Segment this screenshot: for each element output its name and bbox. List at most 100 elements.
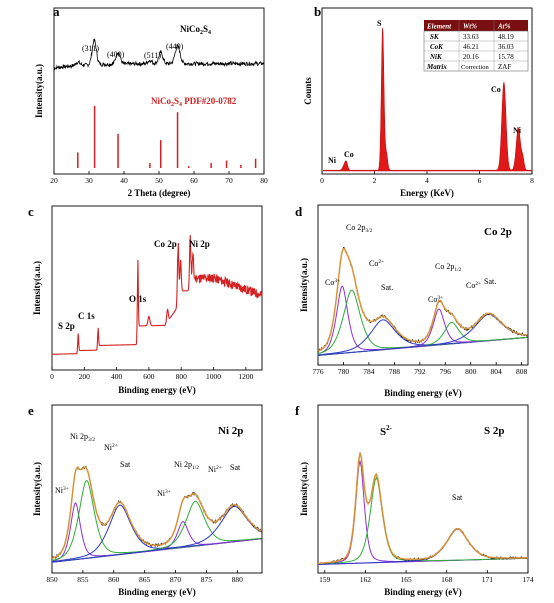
label-co2-b: Co2+ (466, 281, 481, 290)
survey-label-ni2p: Ni 2p (189, 239, 210, 249)
panel-f-xtick-label: 168 (441, 575, 453, 584)
eds-peak-label-co-l: Co (344, 150, 354, 159)
label-ni3-b: Ni3+ (157, 489, 171, 498)
eds-peak-label-ni-k: Ni (513, 126, 522, 135)
peak-label-511: (511) (144, 51, 161, 60)
panel-b-plot: 0 2 4 6 8 (320, 27, 534, 185)
panel-b-xtick-label: 0 (320, 176, 324, 185)
peak-label-440: (440) (166, 42, 184, 51)
eds-cell: 48.19 (498, 33, 514, 41)
panel-b-xlabel: Energy (KeV) (400, 188, 454, 198)
panel-e-xtick-label: 865 (139, 575, 151, 584)
eds-peak-label-co-k: Co (491, 85, 501, 94)
panel-a-frame (53, 7, 265, 175)
panel-letter-e: e (28, 403, 34, 418)
panel-a: a 20 30 40 50 60 70 80 NiCo2S4 NiCo2S4 PDF#20-… (34, 4, 268, 198)
panel-b-ylabel: Counts (303, 77, 313, 105)
panel-d-title: Co 2p (484, 226, 512, 238)
panel-a-xtick-label: 30 (85, 176, 93, 185)
panel-e-xlabel: Binding energy (eV) (118, 587, 196, 597)
panel-f-ylabel: Intensity(a.u.) (299, 462, 309, 516)
panel-f-frame (317, 404, 529, 574)
panel-d: d 776 780 784 788 792 796 800 804 808 Co 2p Co 2… (295, 204, 529, 398)
fit-component-line (317, 476, 529, 565)
peak-label-311: (311) (82, 44, 99, 53)
panel-c-xtick-label: 1200 (238, 372, 253, 381)
panel-e-xtick-label: 870 (170, 575, 182, 584)
peak-label-400: (400) (107, 50, 125, 59)
eds-cell: 20.16 (463, 53, 479, 61)
panel-a-xtick-label: 50 (155, 176, 163, 185)
panel-d-xtick-label: 784 (363, 367, 375, 376)
panel-c-xtick-label: 800 (176, 372, 188, 381)
panel-e: e 850 855 860 865 870 875 880 Ni 2p Ni 2p3/2 N… (28, 403, 263, 597)
eds-th-at: At% (497, 23, 511, 31)
label-sat-1: Sat. (381, 283, 393, 292)
panel-c-xtick-label: 200 (79, 372, 91, 381)
eds-cell: ZAF (498, 63, 511, 71)
eds-cell: Correction (461, 64, 490, 71)
panel-d-xtick-label: 804 (491, 367, 503, 376)
panel-letter-a: a (53, 4, 60, 19)
panel-e-xtick-label: 855 (77, 575, 89, 584)
eds-peak-label-ni-l: Ni (328, 156, 337, 165)
fit-component-line (51, 504, 262, 563)
eds-cell: NiK (429, 53, 443, 61)
raw-data-line (317, 247, 528, 352)
eds-table: Element Wt% At% SK 33.63 48.19 CoK 46.21… (423, 20, 529, 72)
panel-e-xtick-label: 880 (232, 575, 244, 584)
panel-f-xtick-label: 159 (319, 575, 331, 584)
eds-table-header-bg (424, 20, 528, 31)
label-ni2p32: Ni 2p3/2 (70, 432, 95, 443)
eds-th-element: Element (426, 23, 452, 31)
eds-cell: 46.21 (463, 43, 479, 51)
panel-a-xlabel: 2 Theta (degree) (128, 188, 191, 198)
label-sat-2: Sat (230, 463, 241, 472)
eds-cell: SK (430, 33, 440, 41)
panel-e-ylabel: Intensity(a.u.) (32, 462, 42, 516)
eds-cell: Matrix (426, 63, 447, 71)
eds-cell: CoK (430, 43, 444, 51)
eds-th-wt: Wt% (463, 23, 477, 31)
fit-envelope-line (317, 452, 529, 565)
fit-component-line (51, 502, 262, 562)
panel-letter-f: f (295, 403, 300, 418)
panel-a-compound: NiCo2S4 (180, 24, 211, 36)
survey-label-s2p: S 2p (58, 321, 75, 331)
panel-a-xtick-label: 20 (50, 176, 58, 185)
eds-spectrum-area (323, 27, 533, 172)
panel-a-ref-label: NiCo2S4 PDF#20-0782 (151, 96, 237, 108)
label-sat-2: Sat. (484, 277, 496, 286)
panel-f-plot: 159 162 165 168 171 174 (317, 452, 534, 584)
panel-d-ylabel: Intensity(a.u.) (299, 258, 309, 312)
label-co2p12: Co 2p1/2 (435, 262, 462, 273)
label-ni2-a: Ni2+ (104, 443, 118, 452)
panel-b-xtick-label: 2 (373, 176, 377, 185)
survey-label-o1s: O 1s (129, 294, 147, 304)
panel-f-title: S 2p (484, 425, 505, 437)
panel-e-xtick-label: 875 (201, 575, 213, 584)
panel-c-ylabel: Intensity(a.u.) (32, 261, 42, 315)
panel-letter-c: c (28, 204, 34, 219)
panel-b-xtick-label: 8 (530, 176, 534, 185)
panel-f-xtick-label: 162 (360, 575, 372, 584)
panel-b-xtick-label: 4 (425, 176, 429, 185)
panel-d-xtick-label: 808 (516, 367, 528, 376)
panel-e-plot: 850 855 860 865 870 875 880 (46, 465, 262, 584)
eds-cell: 36.03 (498, 43, 514, 51)
panel-c-plot: 0 200 400 600 800 1000 1200 (50, 235, 263, 381)
panel-f: f 159 162 165 168 171 174 S 2p S2- Sat Bindin… (295, 403, 534, 597)
label-ni2-b: Ni2+ (208, 465, 222, 474)
panel-a-ylabel: Intensity(a.u.) (34, 64, 44, 118)
panel-f-xtick-label: 174 (522, 575, 534, 584)
panel-c-xlabel: Binding energy (eV) (118, 385, 196, 395)
fit-component-line (51, 500, 262, 563)
panel-c-xtick-label: 0 (50, 372, 54, 381)
xps-survey-line (51, 235, 263, 355)
panel-e-xtick-label: 860 (108, 575, 120, 584)
fit-envelope-line (317, 247, 528, 352)
panel-d-xlabel: Binding energy (eV) (384, 388, 462, 398)
label-co3-a: Co3+ (325, 278, 340, 287)
panel-c-xtick-label: 1000 (206, 372, 221, 381)
